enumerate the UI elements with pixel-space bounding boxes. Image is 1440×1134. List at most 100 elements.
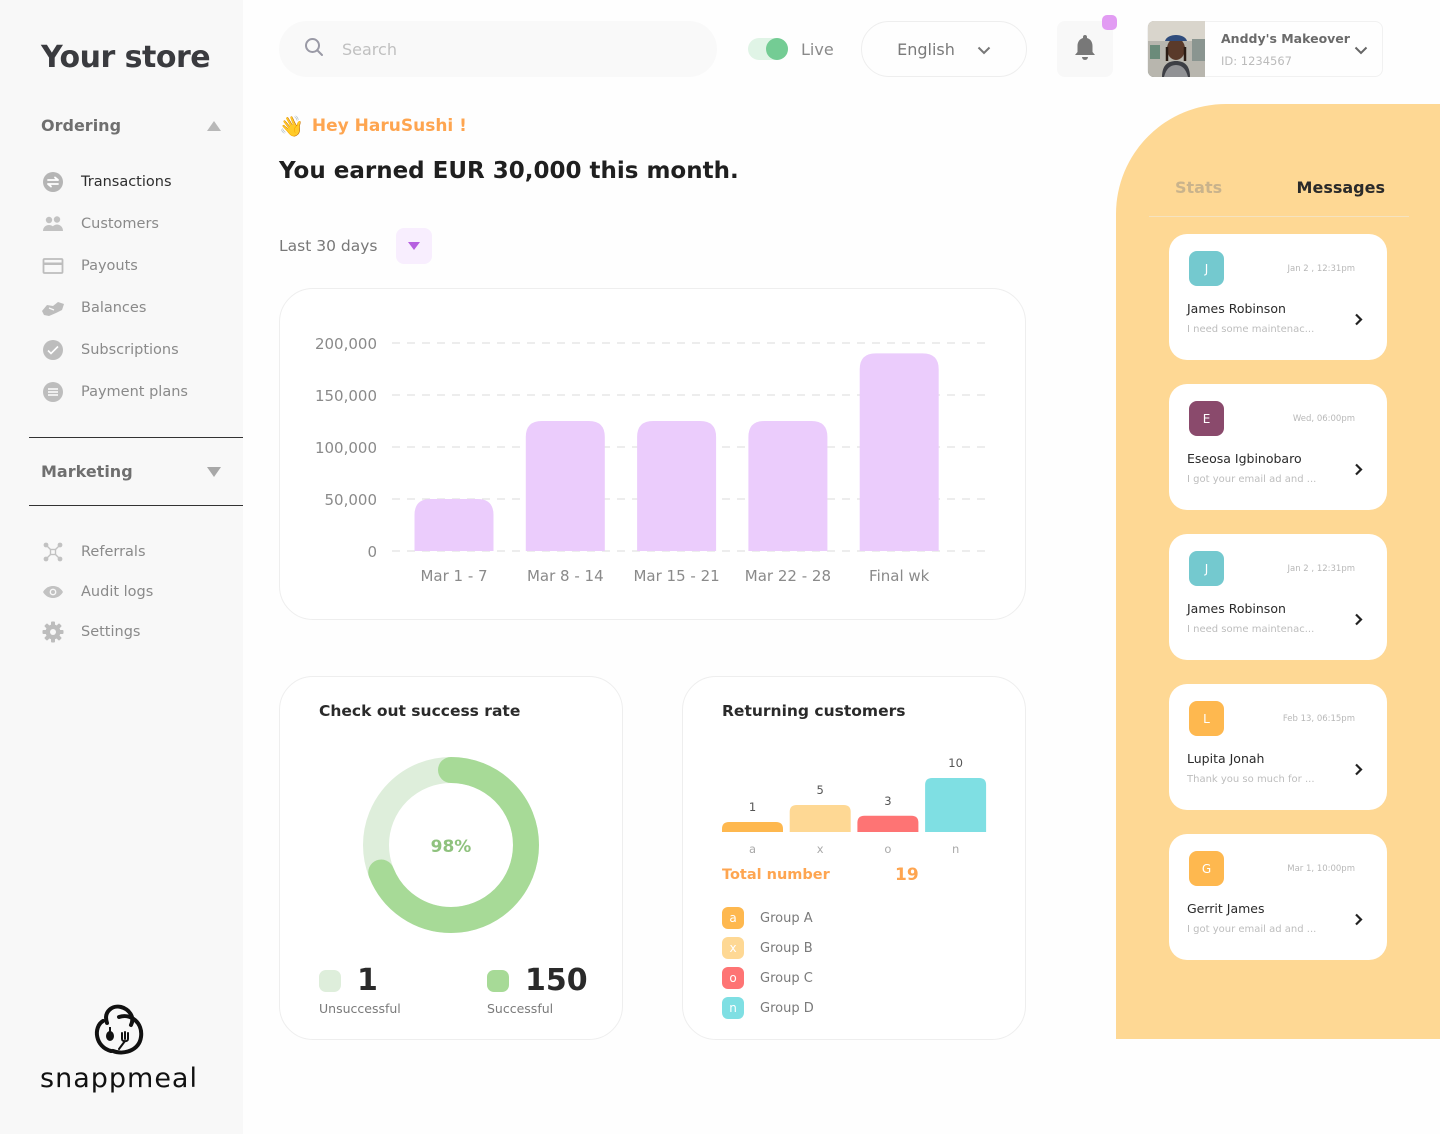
- users-icon: [41, 212, 65, 236]
- message-card[interactable]: E Wed, 06:00pm Eseosa Igbinobaro I got y…: [1169, 384, 1387, 510]
- eye-icon: [41, 580, 65, 604]
- sender-avatar: L: [1189, 701, 1224, 736]
- sidebar-item-transactions[interactable]: Transactions: [41, 161, 188, 203]
- group-legend: a Group A x Group B o Group C n Group D: [722, 903, 814, 1023]
- y-tick-label: 50,000: [325, 491, 378, 509]
- notifications-button[interactable]: [1057, 15, 1117, 77]
- bar: [857, 815, 919, 832]
- section-ordering-header[interactable]: Ordering: [41, 116, 221, 135]
- chevron-down-icon: [1354, 40, 1368, 59]
- x-tick-label: o: [884, 842, 891, 856]
- store-title: Your store: [41, 40, 211, 75]
- profile-id: ID: 1234567: [1221, 53, 1292, 68]
- bar-value-label: 1: [749, 800, 756, 814]
- bar: [925, 778, 987, 832]
- sidebar-item-referrals[interactable]: Referrals: [41, 532, 153, 572]
- x-tick-label: Final wk: [869, 567, 930, 585]
- message-time: Jan 2 , 12:31pm: [1287, 264, 1356, 274]
- period-dropdown-button[interactable]: [396, 228, 433, 264]
- card-title: Returning customers: [722, 702, 906, 720]
- returning-bar-chart: 1 a 5 x 3 o 10 n: [722, 756, 987, 856]
- sidebar-divider: [29, 505, 243, 506]
- expand-down-icon[interactable]: [207, 466, 221, 477]
- y-tick-label: 0: [367, 543, 377, 561]
- earnings-headline: You earned EUR 30,000 this month.: [279, 158, 739, 184]
- marketing-nav: Referrals Audit logs Settings: [41, 532, 153, 652]
- search-bar[interactable]: [279, 21, 717, 77]
- message-card[interactable]: J Jan 2 , 12:31pm James Robinson I need …: [1169, 234, 1387, 360]
- toggle-knob: [766, 38, 788, 60]
- section-marketing-header[interactable]: Marketing: [41, 462, 221, 481]
- bar: [859, 353, 939, 551]
- legend-label: Group C: [760, 970, 813, 986]
- bar: [722, 822, 783, 832]
- sidebar-item-audit-logs[interactable]: Audit logs: [41, 572, 153, 612]
- card-icon: [41, 254, 65, 278]
- logo-text: snappmeal: [40, 1063, 198, 1094]
- unsuccessful-label: Unsuccessful: [319, 1001, 401, 1016]
- legend-swatch: [319, 969, 341, 992]
- message-preview: Thank you so much for ...: [1187, 774, 1315, 785]
- snappmeal-logo: snappmeal: [34, 1003, 204, 1094]
- bar: [525, 421, 605, 551]
- total-label: Total number: [722, 867, 830, 883]
- legend-swatch: a: [722, 907, 744, 929]
- card-title: Check out success rate: [319, 702, 521, 720]
- message-card[interactable]: J Jan 2 , 12:31pm James Robinson I need …: [1169, 534, 1387, 660]
- waving-hand-icon: 👋: [279, 114, 304, 138]
- tab-messages[interactable]: Messages: [1296, 178, 1385, 197]
- sidebar-item-payouts[interactable]: Payouts: [41, 245, 188, 287]
- handshake-icon: [41, 296, 65, 320]
- returning-customers-card: Returning customers 1 a 5 x 3 o 10 n Total numb…: [682, 676, 1026, 1040]
- x-tick-label: Mar 8 - 14: [527, 567, 604, 585]
- bar-value-label: 10: [948, 756, 963, 770]
- profile-menu[interactable]: Anddy's Makeover ID: 1234567: [1147, 21, 1383, 77]
- tab-stats[interactable]: Stats: [1175, 178, 1223, 197]
- sidebar-item-settings[interactable]: Settings: [41, 612, 153, 652]
- sidebar-divider: [29, 437, 243, 438]
- greeting-text: Hey HaruSushi !: [311, 116, 467, 136]
- chevron-down-icon: [977, 40, 991, 59]
- successful-label: Successful: [487, 1001, 554, 1016]
- bar: [414, 499, 494, 551]
- legend-item: o Group C: [722, 963, 814, 993]
- sender-name: Lupita Jonah: [1187, 751, 1265, 766]
- x-tick-label: a: [749, 842, 756, 856]
- chevron-right-icon: [1354, 611, 1363, 630]
- profile-info: Anddy's Makeover ID: 1234567: [1221, 31, 1354, 68]
- legend-swatch: o: [722, 967, 744, 989]
- sidebar-item-balances[interactable]: Balances: [41, 287, 188, 329]
- sidebar-item-customers[interactable]: Customers: [41, 203, 188, 245]
- bar: [637, 421, 717, 551]
- live-toggle[interactable]: [748, 38, 788, 60]
- sidebar-item-payment-plans[interactable]: Payment plans: [41, 371, 188, 413]
- sender-avatar: G: [1189, 851, 1224, 886]
- search-icon: [304, 37, 324, 61]
- chevron-right-icon: [1354, 311, 1363, 330]
- sender-avatar: J: [1189, 551, 1224, 586]
- message-card[interactable]: G Mar 1, 10:00pm Gerrit James I got your…: [1169, 834, 1387, 960]
- sidebar-item-label: Balances: [81, 300, 147, 316]
- messages-panel: Stats Messages J Jan 2 , 12:31pm James R…: [1116, 104, 1440, 1039]
- search-input[interactable]: [342, 39, 672, 59]
- legend-swatch: [487, 969, 509, 992]
- message-preview: I got your email ad and ...: [1187, 474, 1317, 485]
- live-label: Live: [801, 39, 834, 59]
- legend-swatch: x: [722, 937, 744, 959]
- message-card[interactable]: L Feb 13, 06:15pm Lupita Jonah Thank you…: [1169, 684, 1387, 810]
- earnings-bar-chart: 0 50,000 100,000 150,000 200,000 Mar 1 - 7 Mar…: [315, 335, 988, 585]
- sender-name: James Robinson: [1187, 601, 1286, 616]
- total-value: 19: [895, 865, 919, 885]
- sidebar-item-subscriptions[interactable]: Subscriptions: [41, 329, 188, 371]
- sidebar-item-label: Referrals: [81, 544, 146, 560]
- greeting: 👋 Hey HaruSushi !: [279, 114, 467, 138]
- message-time: Jan 2 , 12:31pm: [1287, 564, 1356, 574]
- notification-badge: [1102, 15, 1117, 30]
- message-time: Feb 13, 06:15pm: [1282, 714, 1355, 724]
- legend-item: n Group D: [722, 993, 814, 1023]
- check-circle-icon: [41, 338, 65, 362]
- language-select[interactable]: English: [861, 21, 1027, 77]
- legend-successful: 150: [487, 963, 588, 998]
- collapse-up-icon[interactable]: [207, 120, 221, 131]
- message-time: Mar 1, 10:00pm: [1287, 864, 1355, 874]
